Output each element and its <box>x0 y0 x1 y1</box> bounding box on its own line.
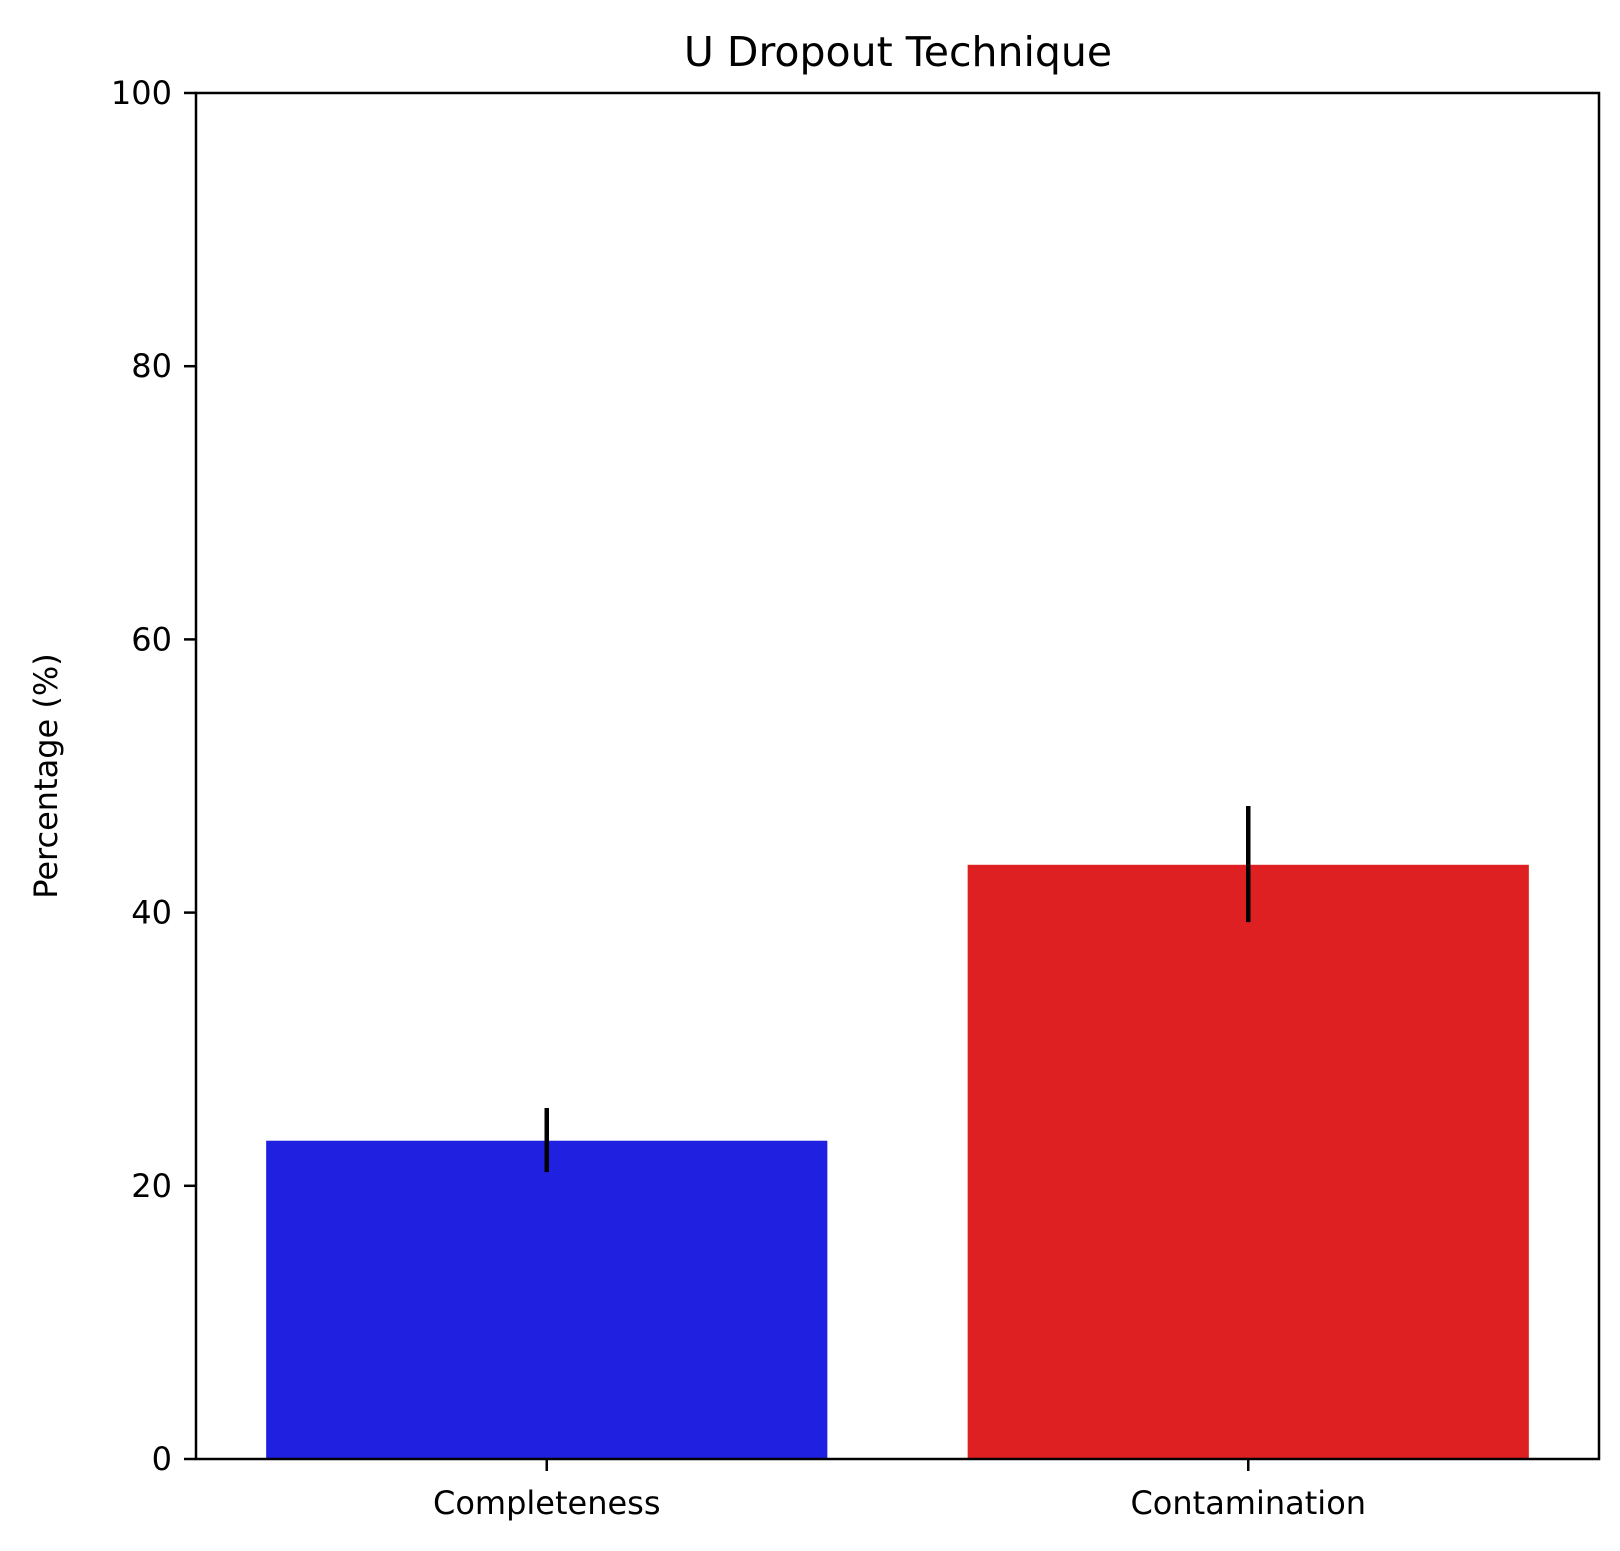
y-tick-label: 20 <box>131 1167 172 1205</box>
error-bars-group <box>544 806 1251 1173</box>
y-axis-label: Percentage (%) <box>27 653 65 899</box>
bar-contamination <box>967 864 1529 1459</box>
y-axis-ticks: 0 20 40 60 80 100 <box>111 74 196 1478</box>
y-tick-label: 40 <box>131 894 172 932</box>
y-tick-label: 80 <box>131 347 172 385</box>
y-tick-label: 100 <box>111 74 172 112</box>
x-tick-label-contamination: Contamination <box>1130 1484 1366 1522</box>
plot-frame <box>194 91 1601 1461</box>
y-tick-label: 60 <box>131 620 172 658</box>
bar-completeness <box>266 1140 828 1459</box>
y-tick-label: 0 <box>152 1440 172 1478</box>
x-tick-label-completeness: Completeness <box>433 1484 661 1522</box>
x-axis-ticks: Completeness Contamination <box>433 1459 1366 1522</box>
bars-group <box>266 864 1529 1459</box>
chart-title: U Dropout Technique <box>684 28 1112 76</box>
